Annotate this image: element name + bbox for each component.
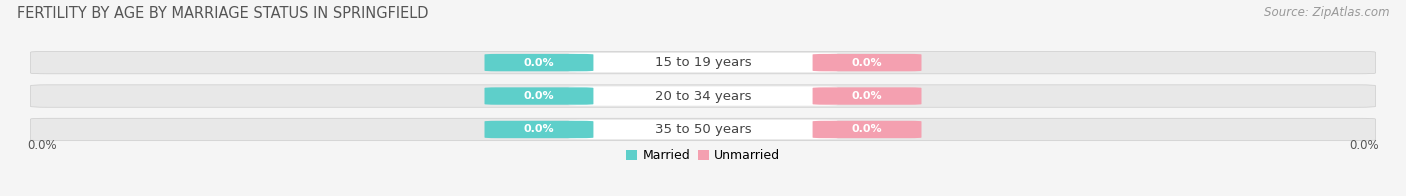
FancyBboxPatch shape [485, 121, 593, 138]
Text: 0.0%: 0.0% [852, 124, 883, 134]
Text: 0.0%: 0.0% [523, 124, 554, 134]
FancyBboxPatch shape [813, 121, 921, 138]
FancyBboxPatch shape [813, 54, 921, 71]
FancyBboxPatch shape [485, 87, 593, 105]
Text: 0.0%: 0.0% [523, 91, 554, 101]
FancyBboxPatch shape [485, 54, 593, 71]
FancyBboxPatch shape [568, 120, 838, 139]
Text: 0.0%: 0.0% [523, 58, 554, 68]
Text: 35 to 50 years: 35 to 50 years [655, 123, 751, 136]
Text: 0.0%: 0.0% [852, 91, 883, 101]
Legend: Married, Unmarried: Married, Unmarried [621, 144, 785, 167]
Text: 0.0%: 0.0% [852, 58, 883, 68]
Text: 0.0%: 0.0% [27, 139, 56, 152]
FancyBboxPatch shape [31, 51, 1375, 74]
Text: Source: ZipAtlas.com: Source: ZipAtlas.com [1264, 6, 1389, 19]
Text: 20 to 34 years: 20 to 34 years [655, 90, 751, 103]
FancyBboxPatch shape [31, 118, 1375, 141]
Text: 0.0%: 0.0% [1350, 139, 1379, 152]
FancyBboxPatch shape [31, 85, 1375, 107]
FancyBboxPatch shape [568, 53, 838, 72]
FancyBboxPatch shape [568, 86, 838, 106]
Text: FERTILITY BY AGE BY MARRIAGE STATUS IN SPRINGFIELD: FERTILITY BY AGE BY MARRIAGE STATUS IN S… [17, 6, 429, 21]
FancyBboxPatch shape [813, 87, 921, 105]
Text: 15 to 19 years: 15 to 19 years [655, 56, 751, 69]
